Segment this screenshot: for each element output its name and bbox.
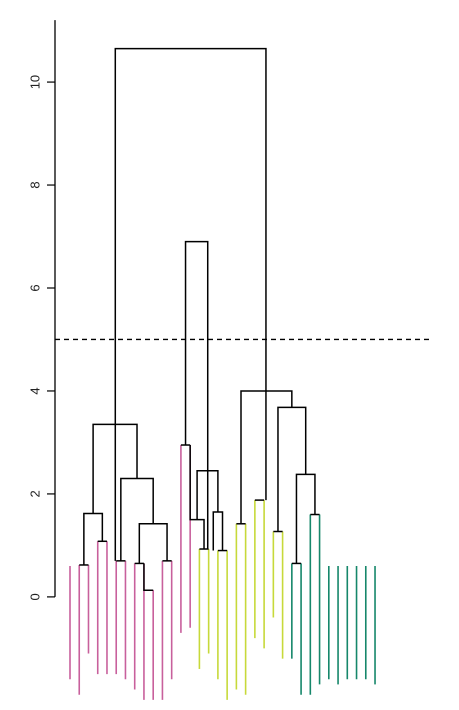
merge-link: [143, 563, 154, 591]
merge-link: [212, 511, 224, 551]
merge-link: [120, 477, 154, 561]
merge-link: [184, 240, 209, 550]
y-tick-label: 8: [28, 181, 43, 188]
y-tick-label: 2: [28, 490, 43, 497]
merge-link: [295, 473, 316, 564]
merge-link: [138, 523, 168, 564]
y-tick-label: 6: [28, 284, 43, 291]
dendrogram-links: [79, 47, 320, 591]
y-axis: 0 2 4 6 8 10: [28, 20, 56, 601]
merge-link: [189, 445, 205, 550]
merge-link: [277, 406, 307, 532]
y-tick-label: 0: [28, 593, 43, 600]
merge-link: [83, 512, 104, 565]
y-tick-label: 10: [28, 75, 43, 89]
dendrogram-leaves: [69, 445, 376, 700]
merge-link: [114, 47, 267, 561]
y-tick-label: 4: [28, 387, 43, 394]
